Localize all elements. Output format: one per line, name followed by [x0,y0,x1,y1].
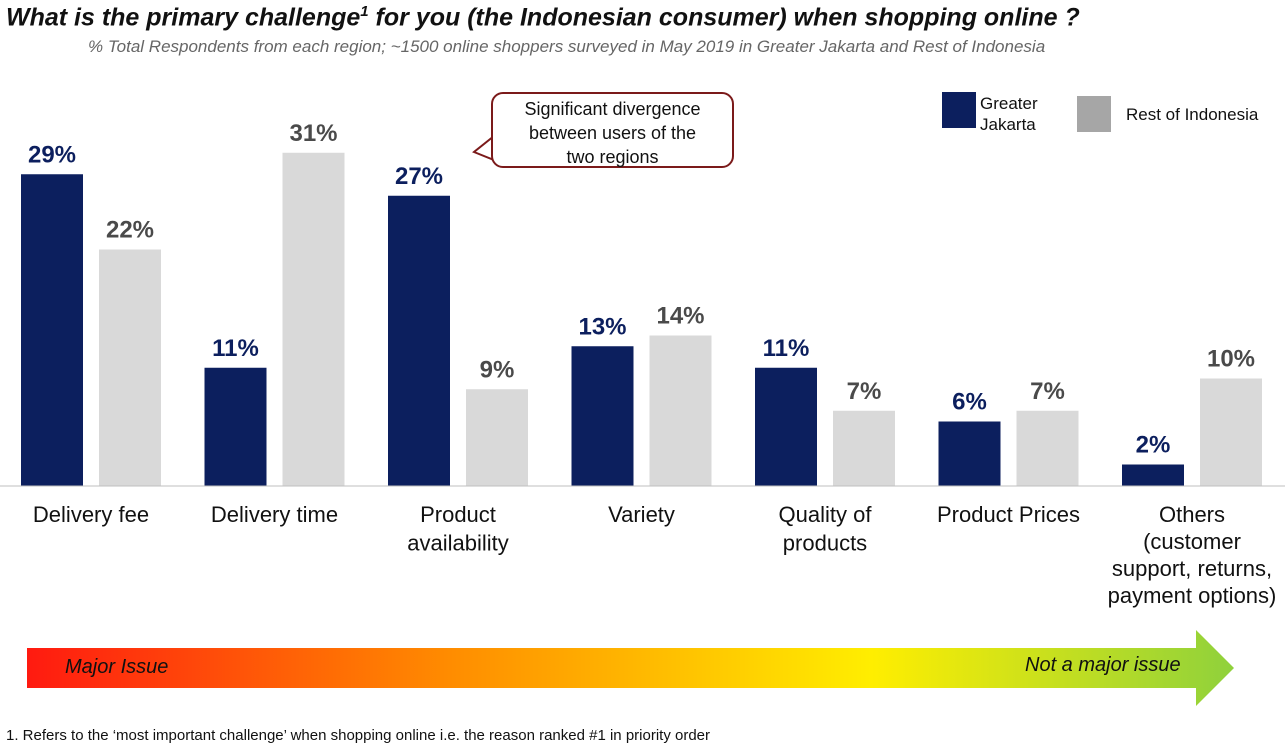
category-labels-layer: Delivery fee Delivery time Product availabi… [33,502,1276,608]
bars-layer [21,152,1262,486]
legend-swatch-rest-of-indonesia [1077,96,1111,132]
bar-greater-jakarta [571,346,634,486]
category-label: Quality of products [779,502,873,556]
callout-line-2: between users of the [528,123,697,143]
legend-line: Greater [980,94,1038,113]
category-label-line: Quality of [779,502,873,527]
data-label: 22% [106,217,154,244]
chart-subtitle: % Total Respondents from each region; ~1… [88,37,1046,56]
category-label-line: Delivery fee [33,502,149,527]
bar-greater-jakarta [388,195,450,486]
category-label: Delivery fee [33,502,149,527]
legend-line: Rest of Indonesia [1126,105,1259,124]
bar-greater-jakarta [938,421,1001,486]
bar-rest-of-indonesia [833,410,895,486]
category-label: Product availability [407,502,509,556]
callout-line-3: two regions [566,147,659,167]
issue-scale-arrow [27,630,1234,706]
scale-right-label: Not a major issue [1025,654,1181,676]
bar-greater-jakarta [204,367,267,486]
category-label: Product Prices [937,502,1080,527]
bar-greater-jakarta [755,367,817,486]
data-label: 7% [1030,378,1065,405]
data-label: 9% [480,356,515,383]
footnote: 1. Refers to the ‘most important challen… [6,727,711,744]
bar-rest-of-indonesia [649,335,712,486]
category-label: Others (customer support, returns, payment … [1108,502,1277,608]
category-label-line: Product Prices [937,502,1080,527]
data-label: 31% [289,120,337,147]
bar-rest-of-indonesia [1200,378,1262,486]
legend-line: Jakarta [980,115,1036,134]
legend-label-greater-jakarta: Greater Jakarta [980,93,1038,135]
data-label: 6% [952,389,987,416]
category-label: Delivery time [211,502,338,527]
bar-rest-of-indonesia [466,389,528,486]
data-label: 7% [847,378,882,405]
data-label: 29% [28,141,76,168]
divergence-callout: Significant divergence between users of … [491,92,734,168]
legend-swatch-greater-jakarta [942,92,976,128]
data-label: 13% [578,313,626,340]
chart-title: What is the primary challenge1 for you (… [6,3,1080,32]
labels-layer: 29% 22% 11% 31% 27% 9% 13% 14% 11% 7% 6% 7% 2% 10% [28,120,1255,459]
legend-label-rest-of-indonesia: Rest of Indonesia [1126,104,1258,125]
bar-rest-of-indonesia [99,249,161,486]
category-label-line: support, returns, [1112,556,1272,581]
data-label: 10% [1207,346,1255,373]
category-label-line: availability [407,531,509,556]
scale-left-label: Major Issue [65,656,169,678]
bar-rest-of-indonesia [1016,410,1079,486]
title-footnote-marker: 1 [360,3,369,20]
category-label-line: (customer [1143,529,1241,554]
category-label-line: Variety [608,502,675,527]
bar-rest-of-indonesia [282,152,345,486]
data-label: 27% [395,163,443,190]
callout-line-1: Significant divergence [524,99,701,119]
title-rest: for you (the Indonesian consumer) when s… [368,3,1080,32]
data-label: 11% [763,335,810,362]
category-label-line: payment options) [1108,583,1277,608]
bar-greater-jakarta [1122,464,1184,486]
category-label-line: Product [420,502,496,527]
data-label: 2% [1136,432,1171,459]
bar-greater-jakarta [21,174,83,486]
category-label-line: Others [1159,502,1225,527]
category-label-line: products [783,531,867,556]
data-label: 14% [656,303,704,330]
category-label: Variety [608,502,675,527]
data-label: 11% [212,335,259,362]
title-main: What is the primary challenge [6,3,361,32]
category-label-line: Delivery time [211,502,338,527]
